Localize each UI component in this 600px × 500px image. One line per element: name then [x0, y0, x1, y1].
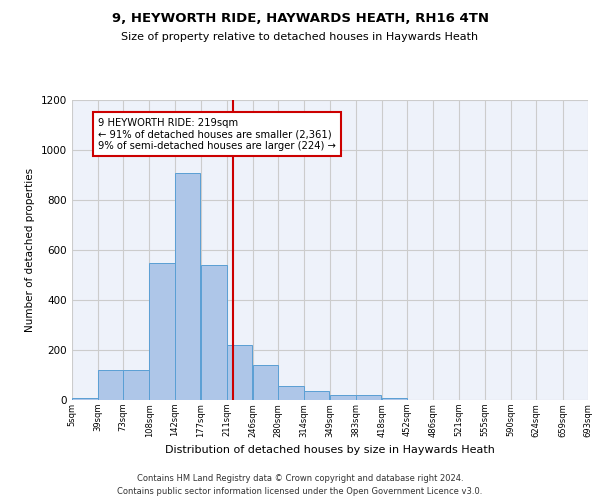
Bar	[123, 370, 149, 400]
Bar	[382, 398, 407, 400]
Bar	[304, 391, 329, 400]
Bar	[253, 365, 278, 400]
Bar	[201, 265, 227, 400]
Bar	[175, 172, 200, 400]
Y-axis label: Number of detached properties: Number of detached properties	[25, 168, 35, 332]
Bar	[330, 395, 355, 400]
Text: Size of property relative to detached houses in Haywards Heath: Size of property relative to detached ho…	[121, 32, 479, 42]
Bar	[278, 386, 304, 400]
Text: Contains public sector information licensed under the Open Government Licence v3: Contains public sector information licen…	[118, 488, 482, 496]
Text: Contains HM Land Registry data © Crown copyright and database right 2024.: Contains HM Land Registry data © Crown c…	[137, 474, 463, 483]
Bar	[72, 398, 97, 400]
Text: 9, HEYWORTH RIDE, HAYWARDS HEATH, RH16 4TN: 9, HEYWORTH RIDE, HAYWARDS HEATH, RH16 4…	[112, 12, 488, 26]
Bar	[355, 395, 381, 400]
Bar	[97, 370, 123, 400]
Bar	[227, 345, 252, 400]
Bar	[149, 262, 175, 400]
X-axis label: Distribution of detached houses by size in Haywards Heath: Distribution of detached houses by size …	[165, 445, 495, 455]
Text: 9 HEYWORTH RIDE: 219sqm
← 91% of detached houses are smaller (2,361)
9% of semi-: 9 HEYWORTH RIDE: 219sqm ← 91% of detache…	[98, 118, 336, 150]
